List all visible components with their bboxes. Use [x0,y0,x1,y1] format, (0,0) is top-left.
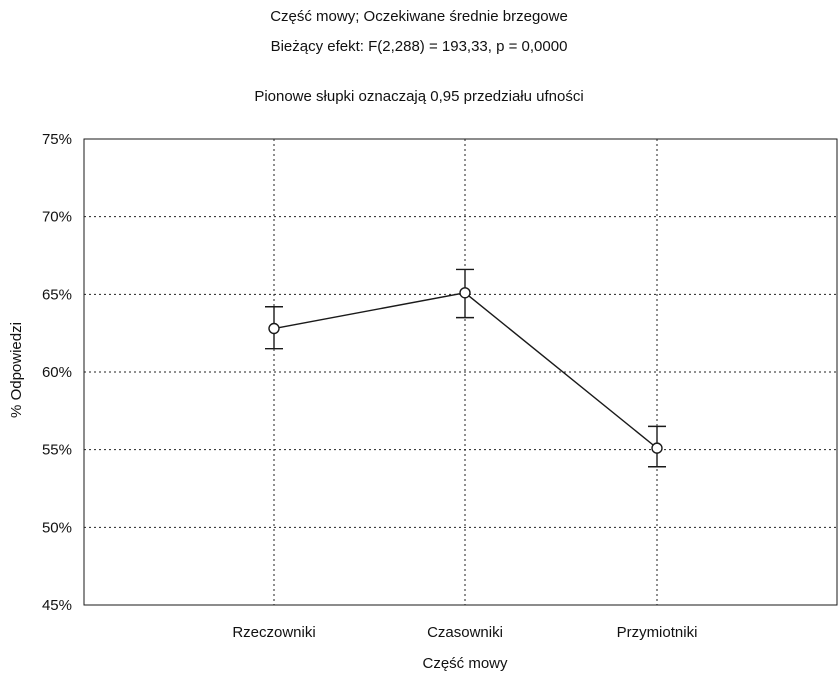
chart-subtitle: Bieżący efekt: F(2,288) = 193,33, p = 0,… [270,38,568,55]
x-tick-label: Rzeczowniki [232,624,315,641]
y-tick-label: 70% [42,209,72,226]
data-point [268,322,280,335]
y-tick-label: 50% [42,519,72,536]
y-axis-label: % Odpowiedzi [8,322,25,418]
x-tick-label: Czasowniki [427,624,503,641]
chart-title: Część mowy; Oczekiwane średnie brzegowe [270,8,568,25]
y-axis-ticks: 45% 50% 55% 60% 65% 70% 75% [42,131,72,614]
chart-note: Pionowe słupki oznaczają 0,95 przedziału… [254,88,584,105]
data-point [651,442,663,454]
plot-frame [83,138,838,606]
y-tick-label: 55% [42,442,72,459]
y-tick-label: 60% [42,364,72,381]
x-axis-label: Część mowy [422,655,508,672]
x-axis-ticks: Rzeczowniki Czasowniki Przymiotniki [232,624,697,641]
series-layer [265,268,666,468]
y-tick-label: 65% [42,286,72,303]
grid-layer [84,139,838,605]
y-tick-label: 45% [42,597,72,614]
y-tick-label: 75% [42,131,72,148]
x-tick-label: Przymiotniki [617,624,698,641]
data-point [459,287,471,299]
